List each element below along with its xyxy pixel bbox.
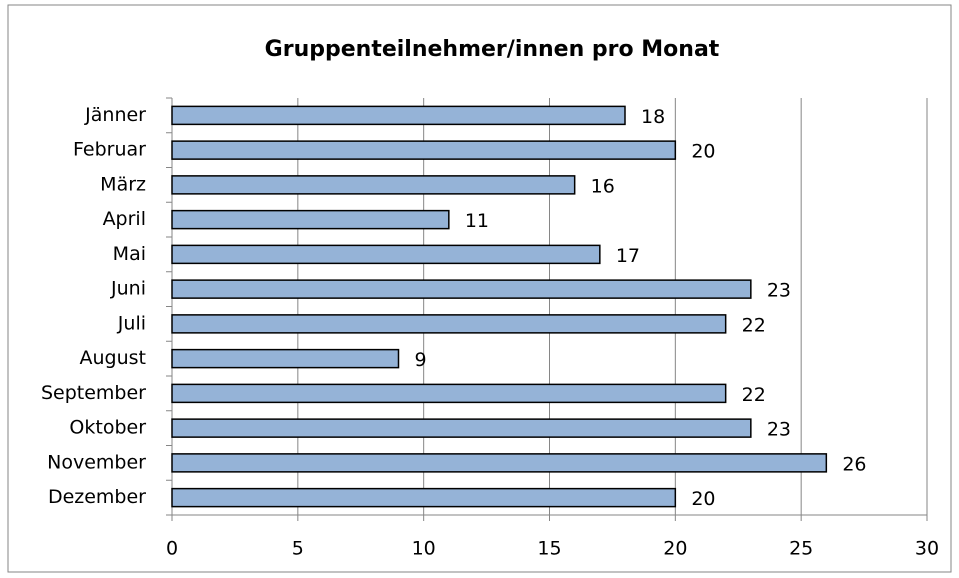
data-label: 26 bbox=[842, 453, 866, 475]
bar bbox=[171, 383, 727, 404]
data-label: 22 bbox=[742, 314, 766, 336]
data-label: 18 bbox=[641, 106, 665, 128]
y-tick-label: April bbox=[103, 208, 146, 230]
y-tick-label: Mai bbox=[113, 243, 146, 265]
x-tick-label: 20 bbox=[663, 538, 687, 560]
x-tick-label: 0 bbox=[166, 538, 178, 560]
data-label: 22 bbox=[742, 384, 766, 406]
data-label: 20 bbox=[691, 488, 715, 510]
x-tick-label: 10 bbox=[412, 538, 436, 560]
data-label: 20 bbox=[691, 141, 715, 163]
bar bbox=[171, 279, 752, 299]
bar bbox=[171, 487, 677, 508]
chart-title: Gruppenteilnehmer/innen pro Monat bbox=[265, 37, 720, 62]
x-tick-label: 30 bbox=[915, 538, 939, 560]
bar bbox=[171, 175, 576, 195]
y-tick-label: Dezember bbox=[48, 486, 146, 508]
y-tick-label: September bbox=[41, 382, 146, 404]
y-tick-label: Jänner bbox=[84, 104, 146, 126]
bar bbox=[171, 348, 400, 369]
data-label: 17 bbox=[616, 245, 640, 267]
y-tick-label: Juni bbox=[110, 278, 146, 300]
x-tick-label: 25 bbox=[789, 538, 813, 560]
bar bbox=[171, 140, 677, 160]
y-tick-label: Oktober bbox=[69, 417, 146, 439]
data-label: 23 bbox=[767, 280, 791, 302]
data-label: 16 bbox=[591, 175, 615, 197]
data-label: 11 bbox=[465, 210, 489, 232]
y-tick-label: August bbox=[80, 347, 147, 369]
x-tick-label: 5 bbox=[292, 538, 304, 560]
y-tick-label: November bbox=[47, 451, 146, 473]
bar bbox=[171, 418, 752, 438]
bar bbox=[171, 209, 450, 230]
y-tick-label: Juli bbox=[117, 312, 146, 334]
bar bbox=[171, 244, 601, 265]
bar bbox=[171, 105, 626, 126]
x-tick-label: 15 bbox=[537, 538, 561, 560]
data-label: 23 bbox=[767, 419, 791, 441]
bar bbox=[171, 314, 727, 334]
y-tick-label: Februar bbox=[73, 139, 146, 161]
y-tick-label: März bbox=[100, 173, 146, 195]
data-label: 9 bbox=[415, 349, 427, 371]
bar bbox=[171, 453, 828, 473]
